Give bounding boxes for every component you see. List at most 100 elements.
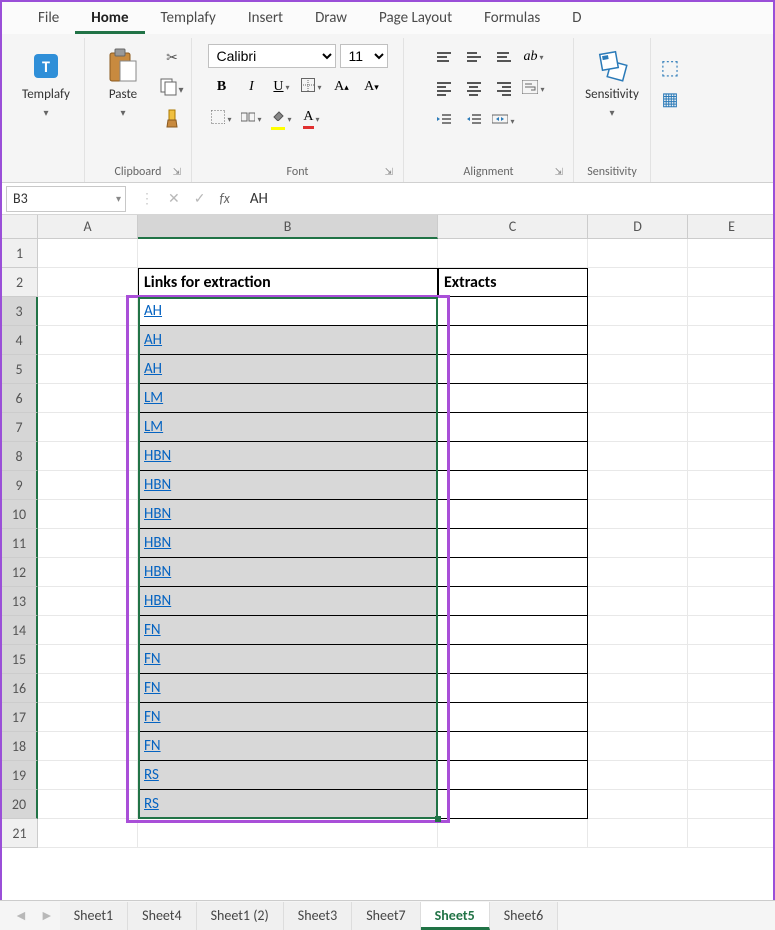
cell-A15[interactable]	[38, 645, 138, 674]
italic-button[interactable]: I	[238, 74, 266, 100]
sheet-nav-prev[interactable]: ◄	[8, 907, 34, 924]
cell-E11[interactable]	[688, 529, 773, 558]
cell-E14[interactable]	[688, 616, 773, 645]
cell-D7[interactable]	[588, 413, 688, 442]
cell-A21[interactable]	[38, 819, 138, 848]
cell-C7[interactable]	[438, 413, 588, 442]
cell-B4[interactable]: AH	[138, 326, 438, 355]
sheet-tab-sheet1[interactable]: Sheet1	[60, 902, 128, 930]
cell-E21[interactable]	[688, 819, 773, 848]
cell-A6[interactable]	[38, 384, 138, 413]
cell-A12[interactable]	[38, 558, 138, 587]
row-header-4[interactable]: 4	[2, 326, 38, 355]
cell-B20[interactable]: RS	[138, 790, 438, 819]
paste-button[interactable]: Paste ▾	[91, 44, 155, 123]
sheet-tab-sheet6[interactable]: Sheet6	[490, 902, 558, 930]
align-top[interactable]	[430, 44, 458, 70]
cell-E7[interactable]	[688, 413, 773, 442]
cell-B11[interactable]: HBN	[138, 529, 438, 558]
more-button-1[interactable]: ⬚	[657, 54, 683, 80]
row-header-19[interactable]: 19	[2, 761, 38, 790]
cell-E3[interactable]	[688, 297, 773, 326]
cell-B1[interactable]	[138, 239, 438, 268]
cell-B21[interactable]	[138, 819, 438, 848]
cell-C3[interactable]	[438, 297, 588, 326]
cell-B12[interactable]: HBN	[138, 558, 438, 587]
cell-A18[interactable]	[38, 732, 138, 761]
cell-B17[interactable]: FN	[138, 703, 438, 732]
col-header-E[interactable]: E	[688, 215, 773, 239]
cell-B15[interactable]: FN	[138, 645, 438, 674]
cell-B9[interactable]: HBN	[138, 471, 438, 500]
cell-D17[interactable]	[588, 703, 688, 732]
templafy-button[interactable]: T Templafy ▾	[14, 44, 78, 123]
row-header-6[interactable]: 6	[2, 384, 38, 413]
row-header-13[interactable]: 13	[2, 587, 38, 616]
orientation-button[interactable]: ab	[520, 44, 548, 70]
cell-D6[interactable]	[588, 384, 688, 413]
formula-input[interactable]: AH	[240, 190, 773, 208]
cell-C4[interactable]	[438, 326, 588, 355]
font-launcher[interactable]: ⇲	[385, 165, 393, 178]
align-middle[interactable]	[460, 44, 488, 70]
sensitivity-button[interactable]: Sensitivity ▾	[580, 44, 644, 123]
cell-A2[interactable]	[38, 268, 138, 297]
cell-C15[interactable]	[438, 645, 588, 674]
row-header-16[interactable]: 16	[2, 674, 38, 703]
cell-C13[interactable]	[438, 587, 588, 616]
cut-button[interactable]: ✂	[159, 44, 185, 70]
fill-handle[interactable]	[435, 816, 441, 822]
copy-button[interactable]: ▾	[159, 76, 185, 102]
cell-B6[interactable]: LM	[138, 384, 438, 413]
tab-file[interactable]: File	[22, 2, 75, 34]
sheet-tab-sheet4[interactable]: Sheet4	[128, 902, 196, 930]
row-header-20[interactable]: 20	[2, 790, 38, 819]
cell-A3[interactable]	[38, 297, 138, 326]
cell-D1[interactable]	[588, 239, 688, 268]
link-B8[interactable]: HBN	[144, 447, 171, 465]
link-B3[interactable]: AH	[144, 302, 162, 320]
row-header-5[interactable]: 5	[2, 355, 38, 384]
link-B6[interactable]: LM	[144, 389, 163, 407]
cell-A8[interactable]	[38, 442, 138, 471]
cell-A7[interactable]	[38, 413, 138, 442]
cell-B10[interactable]: HBN	[138, 500, 438, 529]
row-header-8[interactable]: 8	[2, 442, 38, 471]
cell-C1[interactable]	[438, 239, 588, 268]
link-B10[interactable]: HBN	[144, 505, 171, 523]
cell-E4[interactable]	[688, 326, 773, 355]
link-B14[interactable]: FN	[144, 621, 161, 639]
col-header-D[interactable]: D	[588, 215, 688, 239]
merge-center-button[interactable]	[490, 108, 518, 134]
tab-formulas[interactable]: Formulas	[468, 2, 556, 34]
sheet-tab-sheet5[interactable]: Sheet5	[421, 902, 490, 930]
link-B16[interactable]: FN	[144, 679, 161, 697]
merge-dropdown[interactable]	[238, 106, 266, 132]
cell-B13[interactable]: HBN	[138, 587, 438, 616]
cell-D5[interactable]	[588, 355, 688, 384]
cell-E1[interactable]	[688, 239, 773, 268]
cell-D3[interactable]	[588, 297, 688, 326]
font-color-button[interactable]: A	[298, 106, 326, 132]
cell-C14[interactable]	[438, 616, 588, 645]
clipboard-launcher[interactable]: ⇲	[173, 165, 181, 178]
cell-D4[interactable]	[588, 326, 688, 355]
row-header-1[interactable]: 1	[2, 239, 38, 268]
format-painter-button[interactable]	[159, 108, 185, 134]
cell-A19[interactable]	[38, 761, 138, 790]
row-header-21[interactable]: 21	[2, 819, 38, 848]
cell-D19[interactable]	[588, 761, 688, 790]
cell-A17[interactable]	[38, 703, 138, 732]
link-B5[interactable]: AH	[144, 360, 162, 378]
cell-E17[interactable]	[688, 703, 773, 732]
sheet-tab-sheet1-2-[interactable]: Sheet1 (2)	[197, 902, 284, 930]
link-B7[interactable]: LM	[144, 418, 163, 436]
cell-D15[interactable]	[588, 645, 688, 674]
cell-D11[interactable]	[588, 529, 688, 558]
cell-E13[interactable]	[688, 587, 773, 616]
cell-B19[interactable]: RS	[138, 761, 438, 790]
cell-D16[interactable]	[588, 674, 688, 703]
tab-insert[interactable]: Insert	[232, 2, 299, 34]
row-header-10[interactable]: 10	[2, 500, 38, 529]
link-B9[interactable]: HBN	[144, 476, 171, 494]
